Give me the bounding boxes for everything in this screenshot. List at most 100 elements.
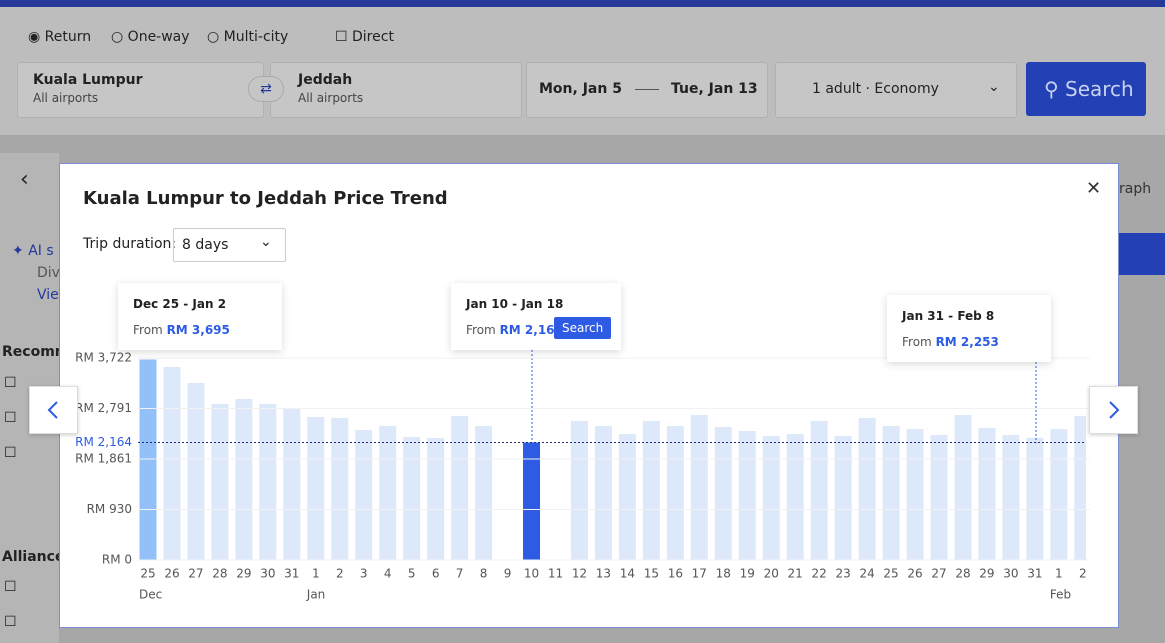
callout-search-button[interactable]: Search [554,317,612,339]
bar [259,403,277,560]
bar [954,414,972,560]
bar [690,414,708,560]
trip-duration-label: Trip duration: [83,236,177,252]
x-tick-label: 30 [260,567,275,581]
month-label: Jan [306,588,326,602]
y-tick-label: RM 1,861 [75,452,132,466]
bar [762,435,780,560]
x-tick-label: 9 [504,567,512,581]
bar [235,398,253,560]
chevron: ⌄ [988,79,1000,95]
search-button[interactable] [1026,62,1146,116]
trip-duration-value: 8 days [182,237,229,253]
origin-field[interactable] [17,62,264,118]
trip-duration-select[interactable] [173,228,286,262]
callout-from: From [902,335,932,349]
bar [355,429,373,560]
callout-dates: Jan 10 - Jan 18 [466,297,564,311]
bar [834,435,852,560]
x-tick-label: 1 [1055,567,1063,581]
bar [307,416,325,560]
side-button[interactable] [1119,233,1165,275]
x-tick-label: 2 [336,567,344,581]
callout-price: RM 2,253 [935,335,999,349]
checkbox[interactable]: ☐ [4,375,17,391]
x-tick-label: 29 [236,567,251,581]
bar [1050,428,1068,560]
destination-field[interactable] [270,62,522,118]
x-tick-label: 28 [212,567,227,581]
bar [331,417,349,560]
bar [1074,415,1086,560]
prev-button[interactable] [29,386,78,434]
ai-link[interactable]: View [37,287,59,303]
bar [403,436,421,560]
x-tick-label: 26 [164,567,179,581]
label: AI s [28,243,54,259]
y-tick-label: RM 3,722 [75,351,132,365]
x-tick-label: 20 [764,567,779,581]
x-tick-label: 26 [907,567,922,581]
close-button[interactable]: ✕ [1086,178,1102,199]
x-tick-label: 2 [1079,567,1087,581]
x-tick-label: 27 [188,567,203,581]
date-field[interactable] [526,62,768,118]
x-tick-label: 18 [716,567,731,581]
next-button[interactable] [1089,386,1138,434]
y-tick-label: RM 2,791 [75,401,132,415]
x-tick-label: 10 [524,567,539,581]
trip-type-oneway[interactable]: ○ One-way [111,29,190,45]
checkbox[interactable]: ☐ [4,614,17,630]
y-tick-label: RM 930 [87,502,132,516]
callout: Dec 25 - Jan 2 From RM 3,695 [118,283,282,350]
bar [882,425,900,560]
header-strip [0,0,1165,7]
reference-label: RM 2,164 [75,435,132,449]
bar [594,425,612,560]
bar [978,427,996,560]
x-tick-label: 11 [548,567,563,581]
callout-price: RM 2,164 [499,323,563,337]
back[interactable]: ‹ [20,167,29,192]
x-tick-label: 13 [596,567,611,581]
bar [475,425,493,560]
bar [858,417,876,560]
bar [187,382,205,560]
x-tick-label: 7 [456,567,464,581]
x-tick-label: 30 [1003,567,1018,581]
bar [714,426,732,560]
checkbox[interactable]: ☐ [4,445,17,461]
x-tick-label: 6 [432,567,440,581]
trip-type-multicity[interactable]: ○ Multi-city [207,29,289,45]
label: One-way [127,29,190,45]
alliance: Alliance [2,549,59,565]
direct-checkbox[interactable]: ☐ Direct [335,29,394,45]
bar [379,425,397,560]
passenger-field[interactable] [775,62,1017,118]
callout: Jan 31 - Feb 8 From RM 2,253 [887,295,1051,362]
origin-city: Kuala Lumpur [33,72,143,88]
ai-title: ✦ AI s [12,243,54,259]
date-dash [635,89,659,90]
checkbox[interactable]: ☐ [4,579,17,595]
x-tick-label: 22 [812,567,827,581]
y-tick-label: RM 0 [102,553,132,567]
label: Multi-city [223,29,289,45]
callout: Jan 10 - Jan 18 From RM 2,164 Search [451,283,621,350]
callout-dates: Jan 31 - Feb 8 [902,309,995,323]
bar [570,420,588,560]
x-tick-label: 23 [835,567,850,581]
label: Direct [352,29,394,45]
bar [1026,437,1044,560]
x-tick-label: 1 [312,567,320,581]
graph-tab[interactable]: raph [1119,181,1152,197]
trip-type-return[interactable]: ◉ Return [28,29,92,45]
x-tick-label: 3 [360,567,368,581]
x-tick-label: 19 [740,567,755,581]
swap-button[interactable]: ⇄ [248,76,284,102]
x-tick-label: 31 [284,567,299,581]
bar [738,430,756,560]
checkbox[interactable]: ☐ [4,410,17,426]
